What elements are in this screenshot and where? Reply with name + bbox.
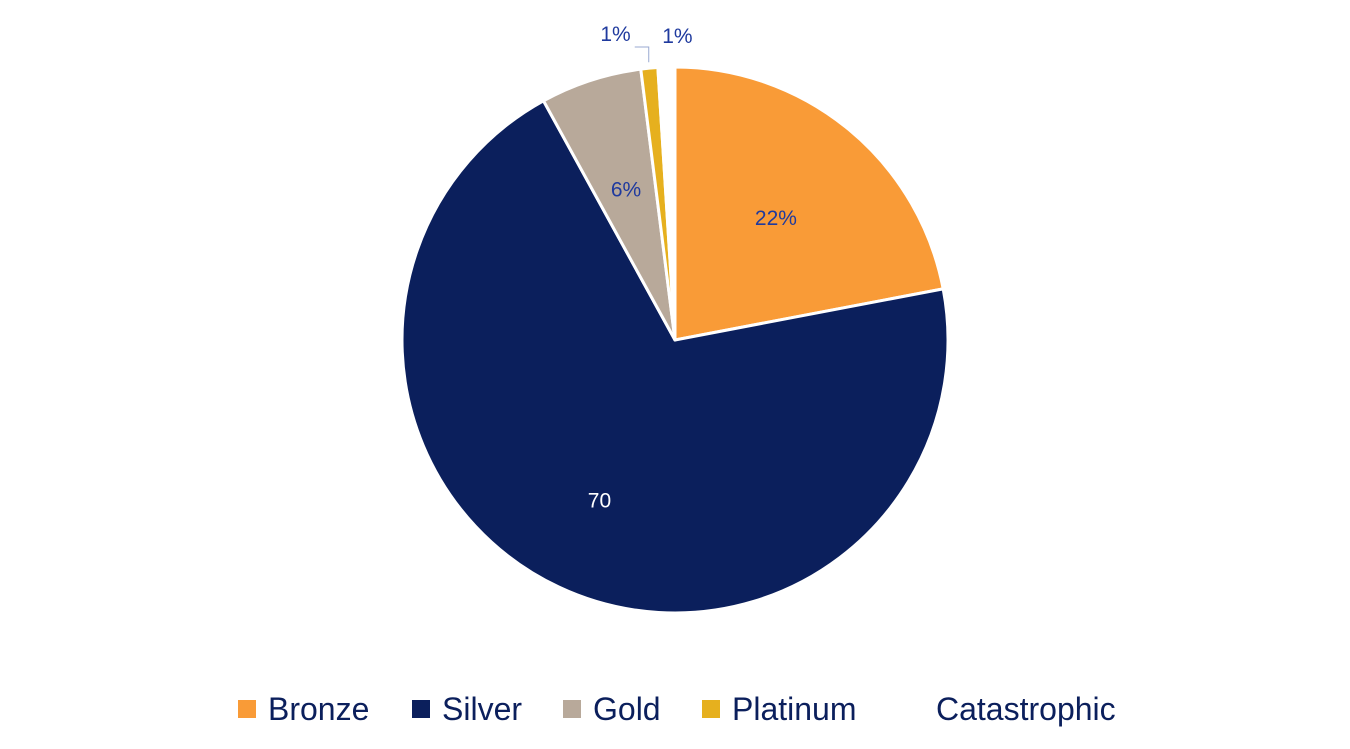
legend-label-platinum: Platinum	[732, 690, 857, 727]
data-label-gold: 6%	[611, 178, 641, 201]
legend-item-silver: Silver	[412, 684, 522, 734]
legend-label-bronze: Bronze	[268, 690, 370, 727]
pie-slice-catastrophic	[656, 65, 677, 342]
legend-item-catastrophic: Catastrophic	[906, 684, 1116, 734]
pie-slice-silver	[400, 99, 950, 615]
legend-item-bronze: Bronze	[238, 684, 369, 734]
legend-swatch-catastrophic	[906, 700, 924, 718]
legend-label-catastrophic: Catastrophic	[936, 690, 1116, 727]
data-label-platinum: 1%	[600, 23, 630, 46]
data-label-silver: 70	[588, 490, 611, 513]
pie-data-labels: 22% 70 6% 1% 1%	[588, 23, 797, 513]
legend-label-gold: Gold	[593, 690, 661, 727]
legend-label-silver: Silver	[442, 690, 523, 727]
pie-slice-bronze	[673, 65, 945, 342]
chart-legend: Bronze Silver Gold Platinum Catastrophic	[0, 684, 1350, 734]
pie-slices	[400, 65, 950, 615]
legend-swatch-platinum	[702, 700, 720, 718]
legend-item-platinum: Platinum	[702, 684, 857, 734]
data-label-bronze: 22%	[755, 207, 797, 230]
legend-swatch-gold	[563, 700, 581, 718]
data-label-catastrophic: 1%	[662, 25, 692, 48]
leader-line-platinum	[634, 46, 650, 63]
legend-swatch-bronze	[238, 700, 256, 718]
legend-item-gold: Gold	[563, 684, 661, 734]
legend-swatch-silver	[412, 700, 430, 718]
